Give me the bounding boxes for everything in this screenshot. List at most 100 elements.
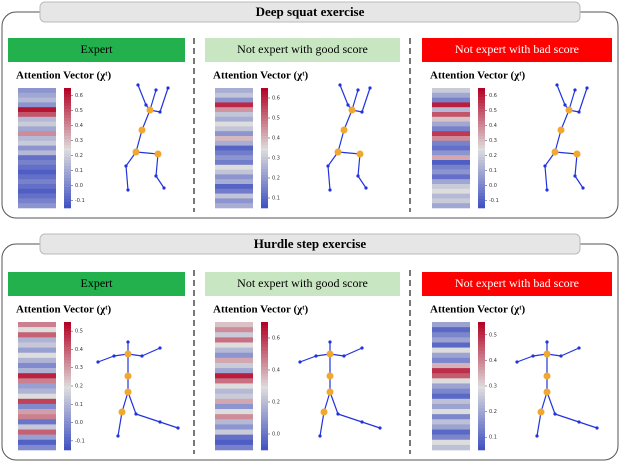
colorbar-seg <box>478 357 485 361</box>
colorbar-seg <box>261 94 268 98</box>
heat-cell <box>18 352 56 359</box>
joint <box>555 83 559 87</box>
colorbar-tick-label: 0.5 <box>75 329 83 335</box>
colorbar-seg <box>261 443 268 448</box>
colorbar-seg <box>478 118 485 122</box>
colorbar-seg <box>261 405 268 409</box>
colorbar-seg <box>478 202 485 206</box>
colorbar-seg <box>478 354 485 358</box>
heat-cell <box>215 444 253 451</box>
joint <box>166 86 170 90</box>
colorbar-seg <box>261 148 268 152</box>
joint <box>118 408 126 416</box>
heat-cell <box>432 388 470 394</box>
joint <box>154 174 158 178</box>
colorbar-seg <box>64 184 71 188</box>
colorbar-seg <box>478 350 485 355</box>
colorbar-seg <box>64 424 71 428</box>
colorbar-seg <box>64 169 71 173</box>
colorbar-seg <box>261 408 268 412</box>
panel-label-box <box>8 38 185 62</box>
heat-cell <box>18 116 56 122</box>
colorbar-seg <box>478 160 485 164</box>
colorbar-seg <box>64 354 71 358</box>
joint <box>577 110 581 114</box>
colorbar-seg <box>478 103 485 107</box>
colorbar-seg <box>478 205 485 209</box>
bone <box>554 151 578 155</box>
colorbar-seg <box>64 334 71 339</box>
heat-cell <box>432 150 470 156</box>
colorbar-seg <box>478 199 485 203</box>
joint <box>356 88 360 92</box>
colorbar-tick-label: 0.5 <box>75 108 83 114</box>
colorbar-seg <box>478 430 485 435</box>
heat-cell <box>215 357 253 364</box>
colorbar-seg <box>64 322 71 326</box>
colorbar-seg <box>64 151 71 155</box>
colorbar-seg <box>478 196 485 200</box>
colorbar-seg <box>64 94 71 98</box>
heat-cell <box>432 92 470 98</box>
colorbar-seg <box>478 124 485 128</box>
joint <box>158 110 162 114</box>
colorbar-tick-label: -0.1 <box>75 198 85 204</box>
heat-cell <box>18 88 56 94</box>
colorbar-seg <box>64 350 71 355</box>
bone <box>339 84 349 106</box>
colorbar-seg <box>478 190 485 194</box>
colorbar-seg <box>261 434 268 438</box>
joint <box>138 126 146 134</box>
colorbar-seg <box>478 379 485 384</box>
panel-label-box <box>205 272 400 296</box>
bone <box>117 411 123 437</box>
joint <box>535 434 539 438</box>
heat-cell <box>18 160 56 166</box>
heat-cell <box>432 193 470 199</box>
colorbar-tick-label: 0.4 <box>489 358 497 364</box>
colorbar-seg <box>64 112 71 116</box>
joint <box>346 103 350 107</box>
colorbar-seg <box>261 127 268 131</box>
heat-cell <box>18 322 56 328</box>
heat-cell <box>215 184 253 190</box>
bone <box>329 391 339 415</box>
colorbar-seg <box>478 328 485 332</box>
joint <box>543 388 551 396</box>
heat-cell <box>215 398 253 405</box>
colorbar-seg <box>478 344 485 348</box>
panel-label: Not expert with good score <box>237 276 368 290</box>
colorbar-tick-label: 0.1 <box>75 168 83 174</box>
colorbar-seg <box>478 193 485 197</box>
heat-cell <box>215 174 253 180</box>
joint <box>360 420 364 424</box>
colorbar-seg <box>478 398 485 403</box>
colorbar-tick-label: 0.4 <box>489 123 497 129</box>
heat-cell <box>432 357 470 364</box>
colorbar-seg <box>64 133 71 137</box>
colorbar-seg <box>261 103 268 107</box>
heat-cell <box>215 112 253 118</box>
heat-cell <box>432 403 470 410</box>
heat-cell <box>18 398 56 405</box>
colorbar-seg <box>64 100 71 104</box>
colorbar-seg <box>261 109 268 113</box>
heat-cell <box>215 352 253 359</box>
heat-cell <box>18 429 56 435</box>
colorbar-seg <box>64 118 71 122</box>
heat-cell <box>215 409 253 415</box>
joint <box>140 354 144 358</box>
joint <box>176 426 180 430</box>
joint <box>326 164 330 168</box>
heat-cell <box>215 203 253 209</box>
colorbar-seg <box>261 130 268 134</box>
bone <box>554 413 580 423</box>
colorbar-seg <box>261 151 268 155</box>
heat-cell <box>215 150 253 156</box>
panel-label: Expert <box>81 276 114 290</box>
heat-cell <box>215 347 253 354</box>
bone <box>319 411 325 437</box>
joint <box>326 350 334 358</box>
heat-cell <box>432 373 470 379</box>
